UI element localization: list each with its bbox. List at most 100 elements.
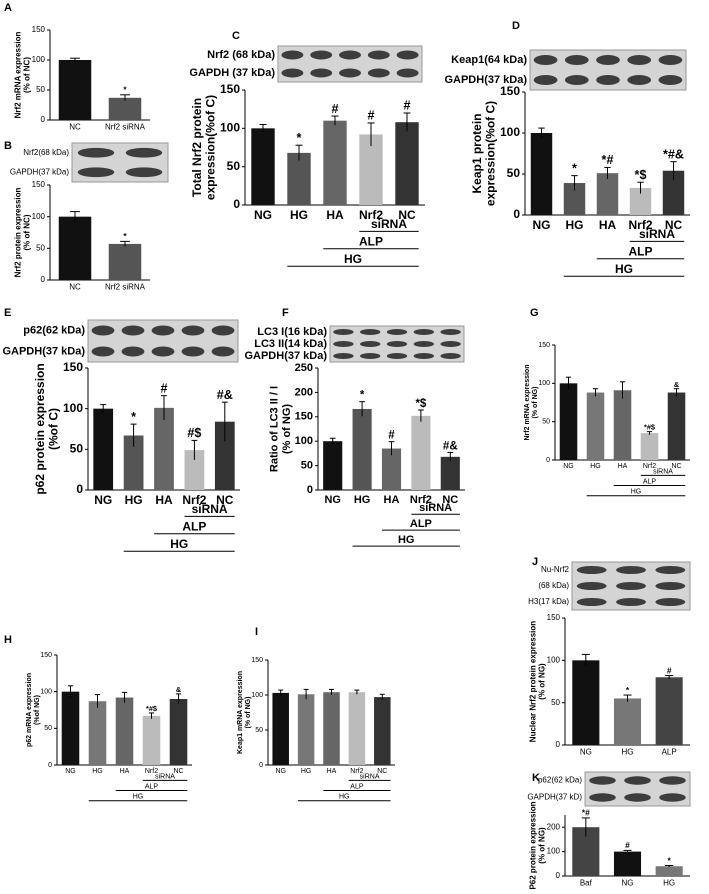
significance-label: *# [582,808,590,818]
bar [596,173,619,215]
bar [613,851,642,876]
blot-band [533,75,558,85]
y-tick-label: 200 [295,386,313,398]
group-label: ALP [359,234,383,248]
significance-label: *$ [415,398,426,410]
group-label: ALP [643,479,657,486]
y-tick-label: 100 [500,125,520,139]
bar [115,697,134,765]
x-tick-label: HG [663,878,675,887]
significance-label: & [674,380,680,389]
group-label: HG [344,252,362,266]
blot-band [624,776,651,785]
x-tick-label: Nrf2 siRNA [105,282,146,291]
bar [214,421,235,490]
panel-letter: I [255,626,258,638]
y-tick-label: 50 [551,698,560,707]
blot-band [564,75,589,85]
blot-band [576,566,607,574]
blot-band [281,50,304,60]
y-tick-label: 0 [259,762,263,769]
significance-label: #$ [187,426,201,440]
y-axis-label: (% of NG) [245,697,252,729]
x-tick-label: Nrf2 [182,493,206,507]
y-axis-label: expression(%of C) [204,95,218,200]
y-tick-label: 100 [32,55,46,64]
bar [348,692,366,765]
group-label: ALP [145,784,159,791]
y-axis-label: Total Nrf2 protein [190,98,204,197]
significance-label: *$ [635,168,647,182]
blot-band [333,341,354,347]
y-axis-label: P62 protein expression [529,801,538,889]
x-tick-label: HG [354,494,371,506]
blot-band [181,325,205,336]
blot-band [339,68,361,78]
x-tick-label: HG [92,768,103,775]
x-tick-label: NG [324,494,341,506]
blot-band [125,147,163,158]
y-tick-label: 50 [542,419,550,426]
x-tick-label: Baf [580,878,593,887]
x-tick-label: HG [622,747,634,756]
y-tick-label: 50 [36,85,45,94]
x-tick-label: HA [327,768,337,775]
blot-band [386,341,408,347]
blot-band [360,341,381,347]
y-tick-label: 100 [251,692,263,699]
y-tick-label: 150 [40,652,52,659]
significance-label: *#& [663,147,684,161]
bar [629,187,652,215]
x-tick-label: NC [442,494,458,506]
y-tick-label: 100 [295,435,313,447]
x-tick-label: NC [377,768,387,775]
group-label: HG [339,794,350,801]
group-label: siRNA [360,773,380,780]
y-tick-label: 100 [220,121,240,135]
bar [655,677,683,745]
blot-label: GAPDH (37 kDa) [189,67,275,79]
blot-band [576,598,607,606]
blot-band [333,353,354,359]
y-axis-label: (% of NG) [538,827,547,864]
group-label: siRNA [653,468,673,475]
x-tick-label: HA [120,768,130,775]
blot-label: Nrf2(68 kDa) [23,148,69,157]
blot-band [281,68,304,78]
y-tick-label: 150 [32,25,46,34]
y-axis-label: p62 mRNA expression [26,673,33,747]
blot-band [125,167,163,178]
significance-label: *#$ [146,704,157,713]
y-tick-label: 50 [301,460,313,472]
x-tick-label: NG [563,463,574,470]
significance-label: # [331,102,338,116]
blot-band [91,325,115,336]
blot-band [360,329,381,335]
blot-band [589,793,616,802]
y-tick-label: 100 [547,655,561,664]
group-label: ALP [182,519,206,533]
panel-letter: D [512,20,520,32]
x-tick-label: HA [326,208,344,222]
bar [323,441,343,490]
group-label: HG [398,534,415,546]
blot-band [576,582,607,590]
panel-letter: C [232,30,240,42]
bar [440,456,460,490]
y-axis-label: expression(%of C) [484,101,498,206]
blot-label: p62(62 kDa) [538,776,582,785]
y-tick-label: 0 [307,484,313,496]
significance-label: * [123,231,127,241]
x-tick-label: HA [155,493,173,507]
significance-label: * [123,85,127,95]
y-tick-label: 150 [32,180,46,189]
y-axis-label: (% of NG) [538,663,547,700]
group-label: ALP [410,518,432,530]
x-tick-label: NC [398,208,416,222]
significance-label: * [626,685,630,695]
y-tick-label: 150 [251,657,263,664]
panel-letter: K [532,772,540,784]
y-tick-label: 50 [44,725,52,732]
y-axis-label: Nuclear Nrf2 protein expression [529,621,538,742]
blot-band [339,50,361,60]
